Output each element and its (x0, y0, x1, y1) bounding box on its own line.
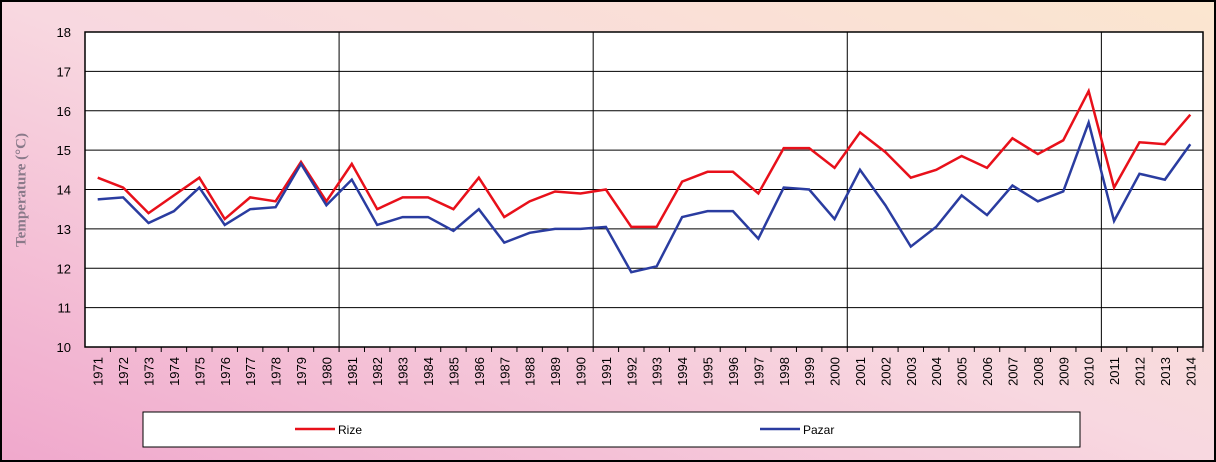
y-tick-label: 15 (57, 143, 71, 158)
series-line (97, 118, 1192, 274)
x-tick-label: 1988 (523, 357, 538, 386)
x-tick-label: 1997 (751, 357, 766, 386)
x-tick-label: 2006 (980, 357, 995, 386)
x-tick-label: 1999 (802, 357, 817, 386)
y-axis-title: Temperature (°C) (13, 133, 29, 247)
y-tick-label: 14 (57, 183, 71, 198)
legend (142, 411, 1081, 448)
x-tick-label: 2001 (853, 357, 868, 386)
x-tick-label: 1974 (167, 357, 182, 386)
x-tick-label: 1990 (573, 357, 588, 386)
x-tick-label: 2012 (1132, 357, 1147, 386)
x-tick-label: 1972 (116, 357, 131, 386)
x-tick-label: 1989 (548, 357, 563, 386)
x-tick-label: 2013 (1158, 357, 1173, 386)
x-tick-label: 2009 (1056, 357, 1071, 386)
x-tick-label: 2000 (828, 357, 843, 386)
y-tick-label: 16 (57, 104, 71, 119)
x-tick-label: 2004 (929, 357, 944, 386)
x-tick-label: 1992 (624, 357, 639, 386)
x-tick-label: 1986 (472, 357, 487, 386)
x-tick-label: 1993 (650, 357, 665, 386)
x-tick-label: 2007 (1005, 357, 1020, 386)
y-tick-label: 12 (57, 261, 71, 276)
x-tick-label: 1998 (777, 357, 792, 386)
x-tick-label: 1976 (218, 357, 233, 386)
x-tick-label: 1977 (243, 357, 258, 386)
x-tick-label: 1983 (396, 357, 411, 386)
x-tick-label: 2011 (1107, 357, 1122, 385)
x-tick-label: 2003 (904, 357, 919, 386)
series-line (97, 87, 1192, 229)
x-tick-label: 1987 (497, 357, 512, 386)
y-tick-label: 11 (58, 301, 72, 316)
x-tick-label: 2010 (1082, 357, 1097, 386)
x-tick-label: 1973 (142, 357, 157, 386)
x-tick-label: 1996 (726, 357, 741, 386)
x-tick-label: 2002 (878, 357, 893, 386)
x-tick-label: 2014 (1183, 357, 1198, 386)
x-tick-label: 1985 (446, 357, 461, 386)
x-tick-label: 1971 (91, 357, 106, 386)
x-tick-label: 1995 (701, 357, 716, 386)
x-tick-label: 1979 (294, 357, 309, 386)
x-tick-label: 1978 (269, 357, 284, 386)
x-tick-label: 2008 (1031, 357, 1046, 386)
x-tick-label: 1980 (319, 357, 334, 386)
x-tick-label: 1991 (599, 357, 614, 386)
x-tick-label: 1984 (421, 357, 436, 386)
y-tick-label: 18 (57, 25, 71, 40)
y-tick-label: 13 (57, 222, 71, 237)
x-tick-label: 1994 (675, 357, 690, 386)
x-tick-label: 1975 (192, 357, 207, 386)
x-tick-label: 1982 (370, 357, 385, 386)
y-tick-label: 17 (57, 64, 71, 79)
x-tick-label: 1981 (345, 357, 360, 386)
y-tick-label: 10 (57, 340, 71, 355)
x-tick-label: 2005 (955, 357, 970, 386)
legend-label: Pazar (803, 423, 834, 437)
legend-label: Rize (338, 423, 362, 437)
